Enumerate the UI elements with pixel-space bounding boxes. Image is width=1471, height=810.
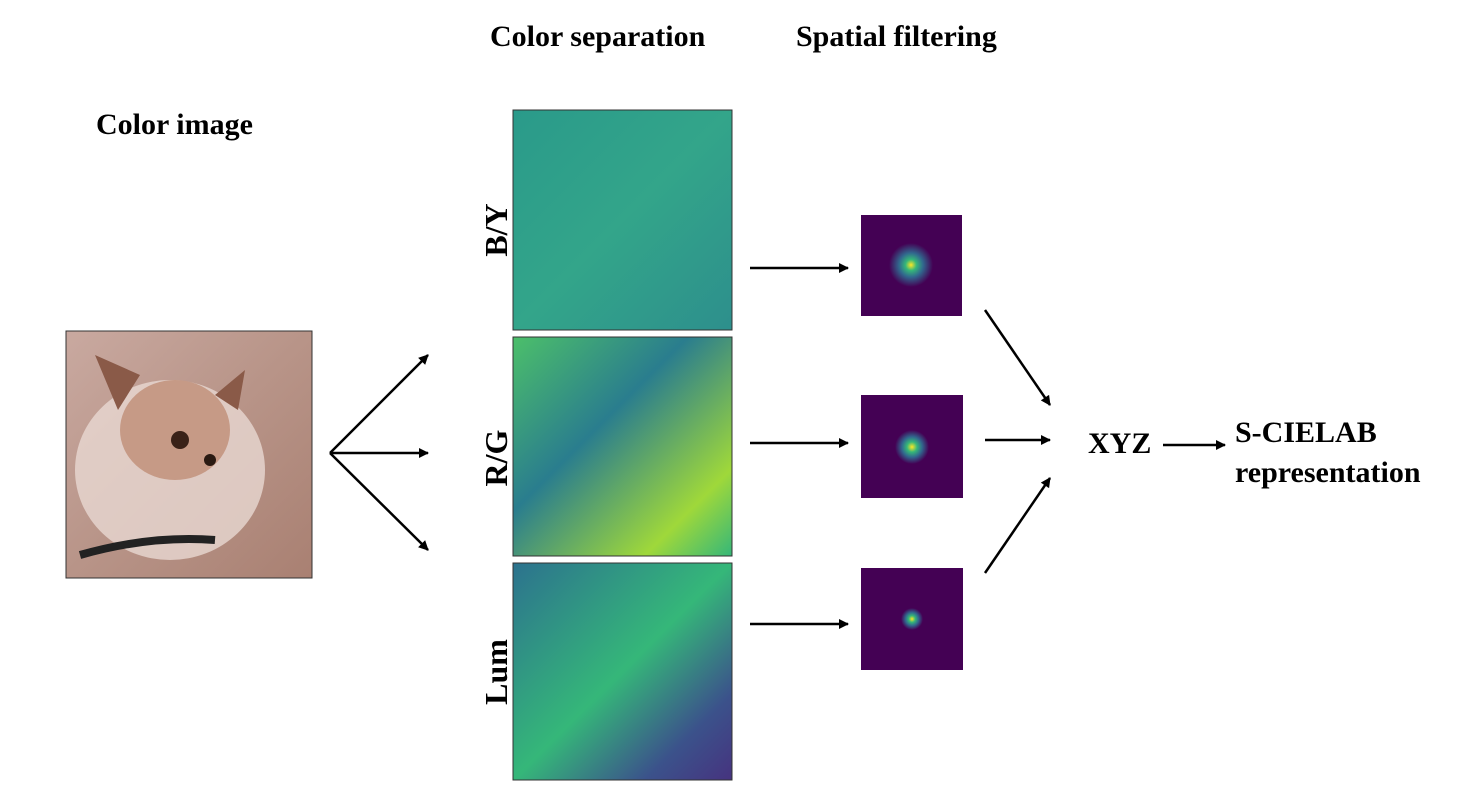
channel-image: [512, 336, 733, 557]
channel-label: Lum: [478, 639, 514, 705]
channel-label: B/Y: [478, 203, 514, 256]
channel-image: [512, 562, 733, 781]
filter-image: [861, 395, 963, 498]
filter-image: [861, 215, 962, 316]
channel-label: R/G: [478, 429, 514, 486]
arrow: [983, 477, 1052, 574]
result-label: S-CIELAB: [1235, 416, 1377, 449]
header: Spatial filtering: [796, 20, 997, 53]
result-label: representation: [1235, 456, 1421, 489]
xyz-label: XYZ: [1088, 427, 1151, 460]
arrow: [329, 452, 429, 551]
arrow: [329, 354, 429, 454]
input-image: [65, 330, 313, 579]
filter-image: [861, 568, 963, 670]
arrow: [983, 309, 1052, 406]
channel-image: [512, 109, 733, 331]
header: Color separation: [490, 20, 706, 53]
input-label: Color image: [96, 108, 253, 141]
